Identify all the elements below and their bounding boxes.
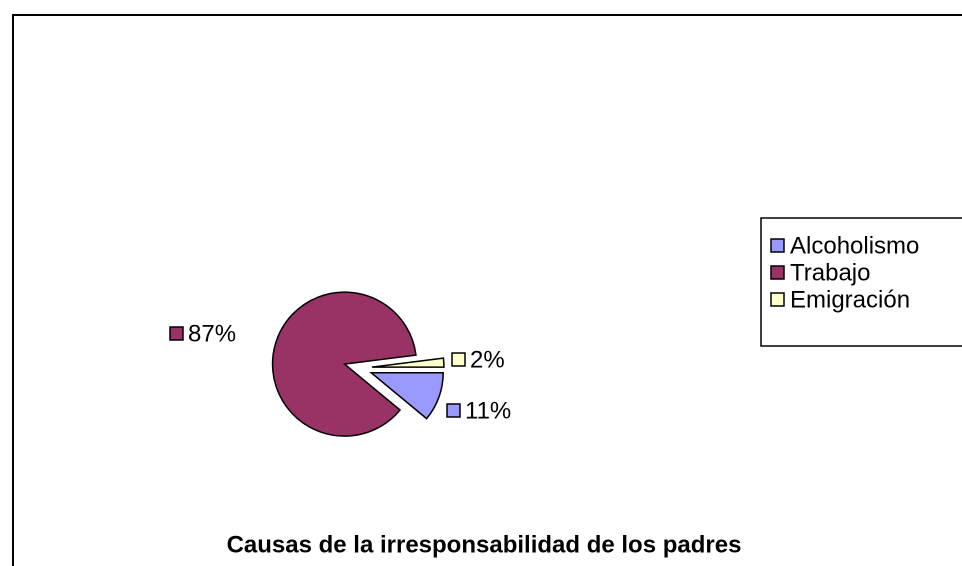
pie-slice: [369, 371, 444, 420]
legend-label: Emigración: [790, 286, 910, 313]
data-label: 11%: [465, 397, 511, 424]
legend-key: [770, 265, 785, 280]
chart-frame: [12, 14, 962, 566]
data-label-key: [169, 326, 184, 341]
legend-box: [760, 217, 962, 347]
data-label: 87%: [188, 320, 236, 347]
chart-title: Causas de la irresponsabilidad de los pa…: [227, 531, 742, 558]
legend-label: Alcoholismo: [790, 232, 919, 259]
data-label-key: [446, 403, 461, 418]
data-label: 2%: [470, 346, 505, 373]
legend-key: [770, 238, 785, 253]
pie-slice: [271, 291, 417, 437]
data-label-key: [451, 352, 466, 367]
pie-slice: [371, 357, 445, 368]
legend-key: [770, 292, 785, 307]
legend-label: Trabajo: [790, 259, 870, 286]
